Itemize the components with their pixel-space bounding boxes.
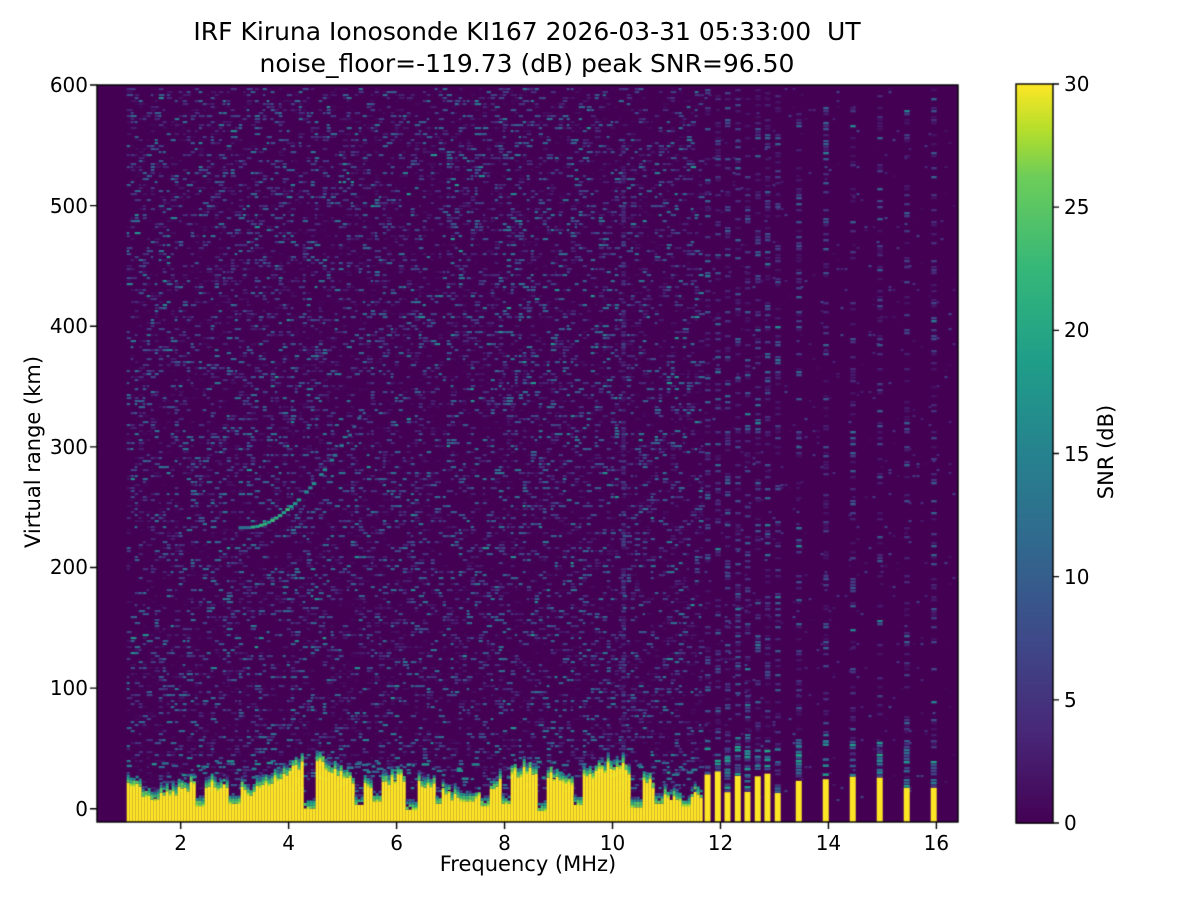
colorbar-tick-label: 20	[1064, 318, 1090, 343]
colorbar-label: SNR (dB)	[1094, 404, 1118, 500]
colorbar-tick-label: 0	[1064, 811, 1077, 835]
colorbar-tick-label: 25	[1064, 195, 1090, 220]
y-tick-label: 200	[49, 555, 88, 580]
x-tick-label: 8	[498, 831, 511, 855]
colorbar-tick-label: 15	[1064, 441, 1090, 466]
colorbar-tick-label: 5	[1064, 687, 1077, 712]
y-tick-label: 0	[75, 796, 88, 821]
x-tick-label: 14	[815, 831, 842, 855]
y-tick-label: 600	[49, 73, 88, 97]
x-tick-label: 16	[923, 831, 950, 855]
y-tick-label: 400	[49, 314, 88, 339]
x-tick-label: 2	[174, 831, 188, 855]
x-tick-label: 6	[390, 831, 403, 855]
y-tick-label: 500	[49, 193, 88, 218]
x-axis-label: Frequency (MHz)	[439, 852, 617, 876]
chart-title: IRF Kiruna Ionosonde KI167 2026-03-31 05…	[193, 17, 861, 46]
x-tick-label: 10	[599, 831, 626, 855]
y-tick-label: 100	[49, 676, 88, 701]
colorbar-tick-label: 10	[1064, 564, 1090, 589]
chart-subtitle: noise_floor=-119.73 (dB) peak SNR=96.50	[259, 49, 795, 78]
colorbar-tick-label: 30	[1064, 72, 1090, 96]
y-tick-label: 300	[49, 434, 88, 459]
x-tick-label: 4	[282, 831, 295, 855]
x-tick-label: 12	[707, 831, 734, 855]
